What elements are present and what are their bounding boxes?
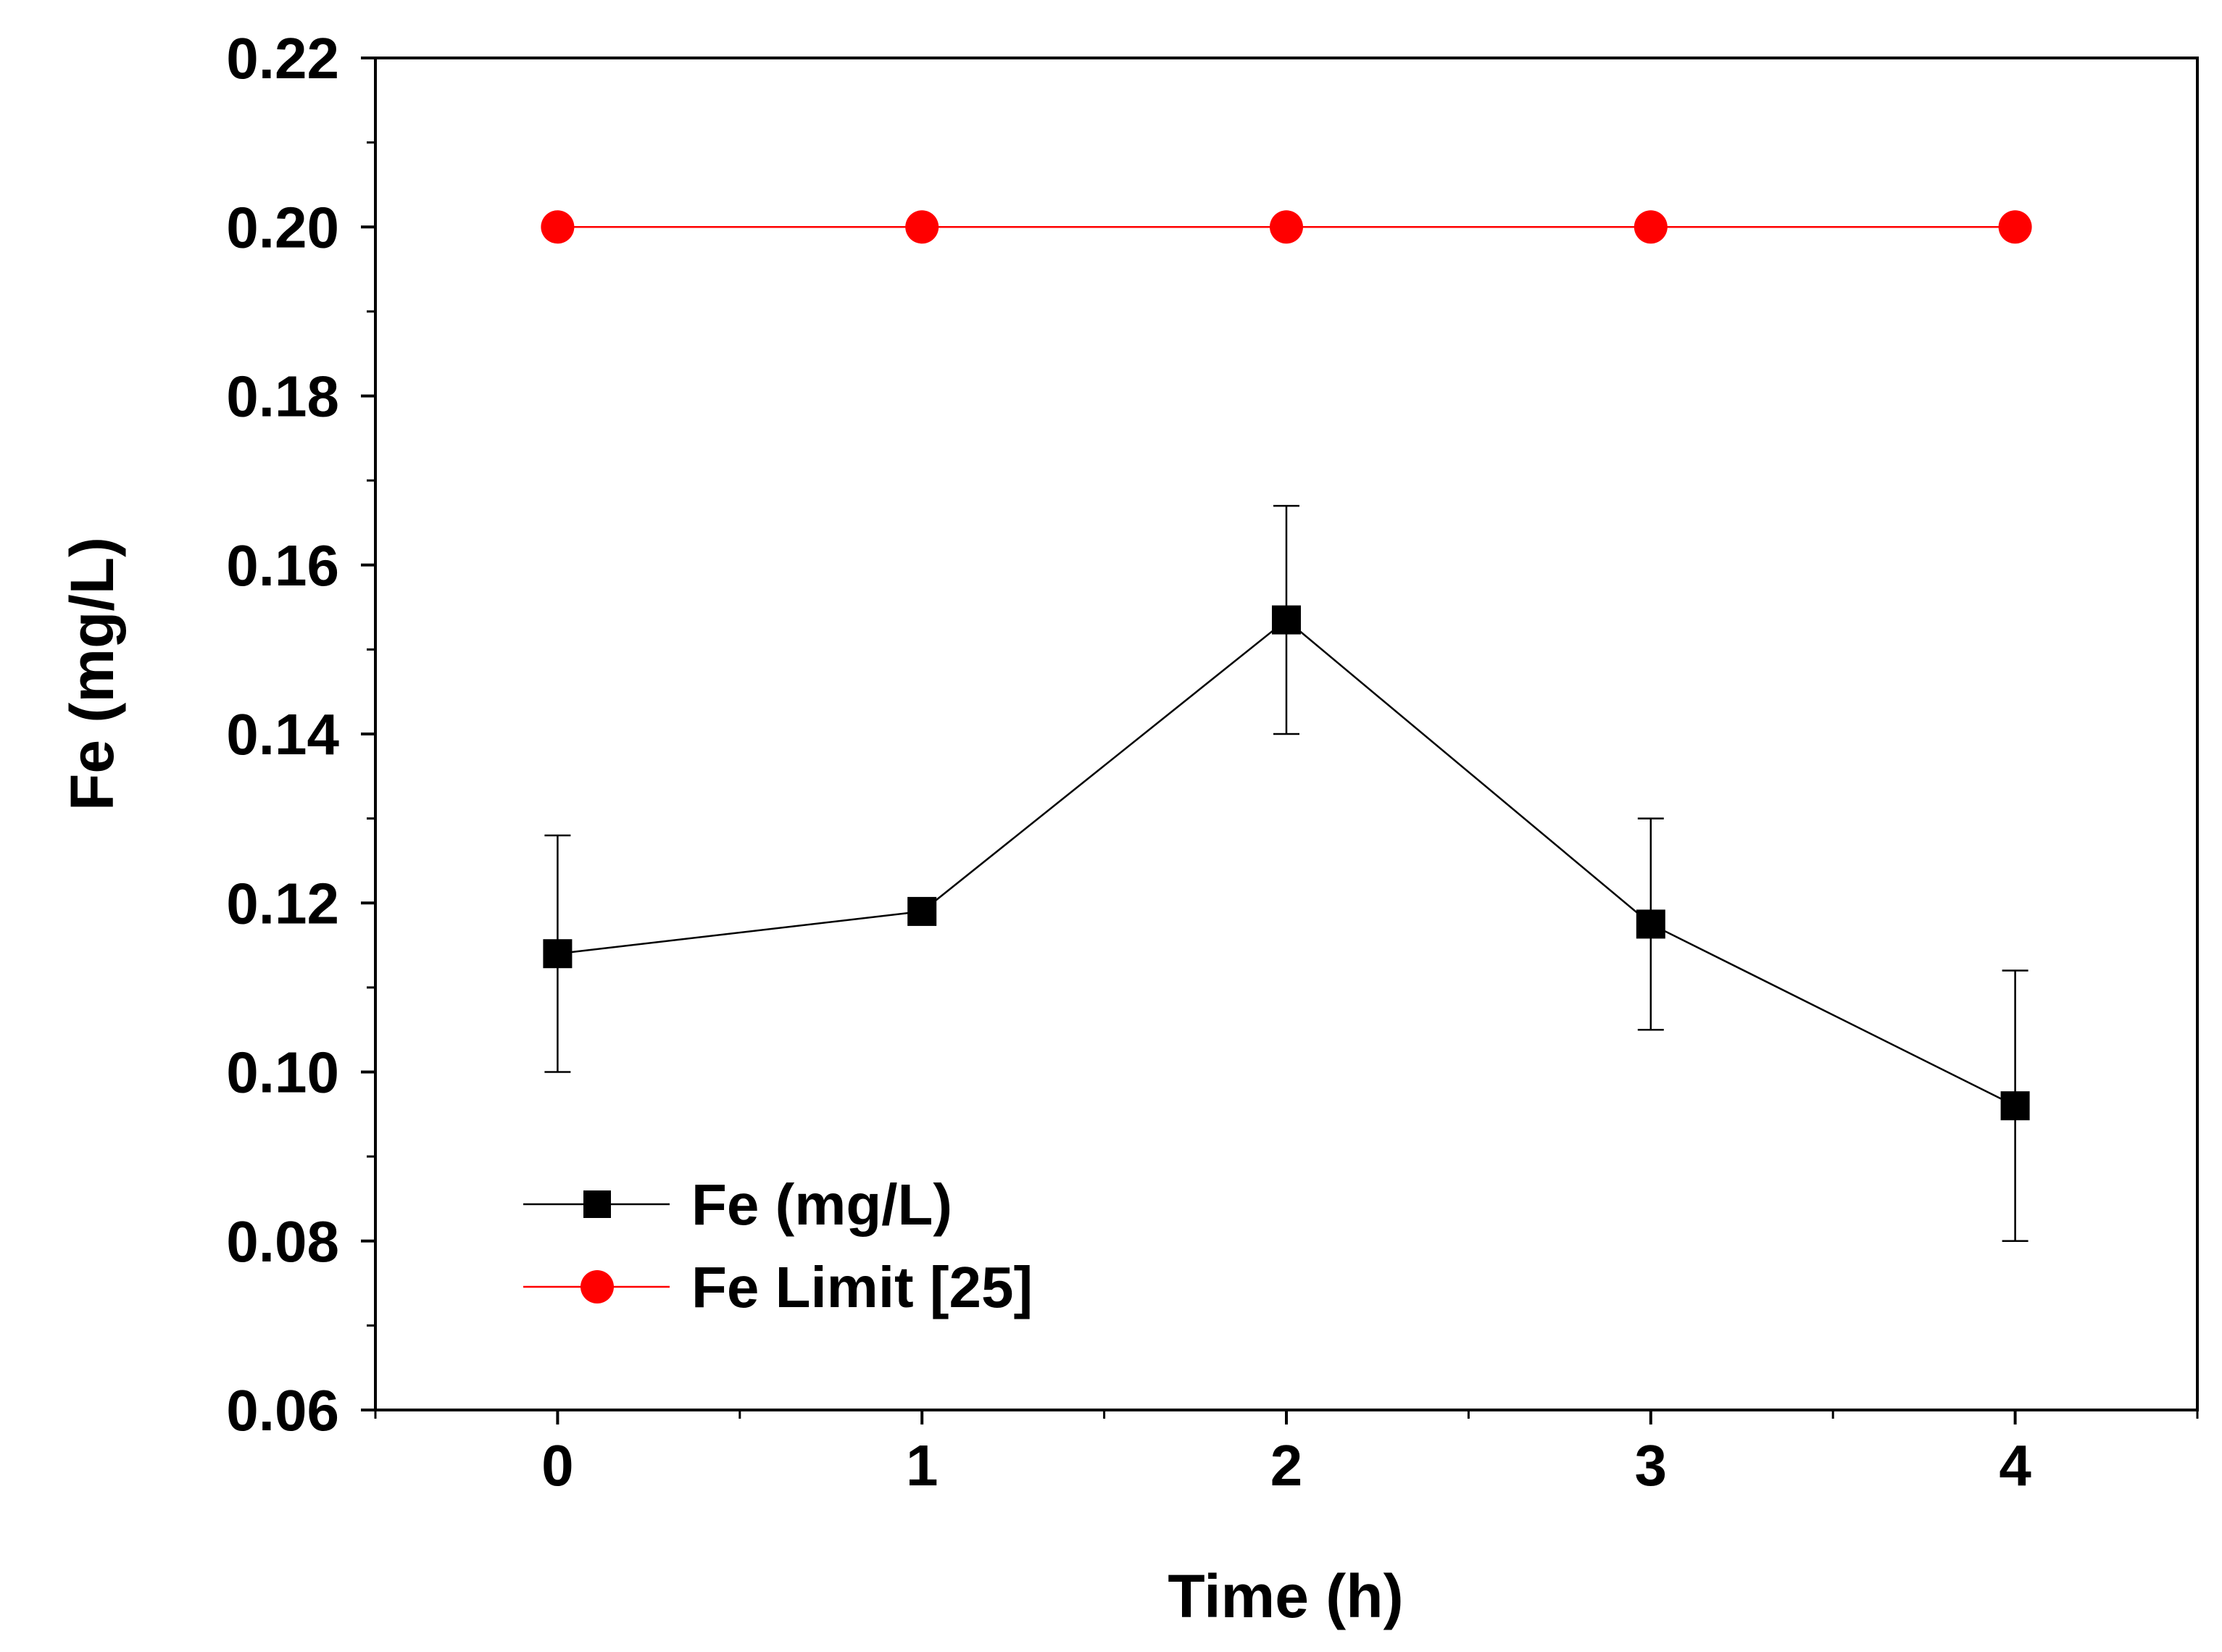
- y-tick-label: 0.06: [226, 1378, 339, 1443]
- y-tick-label: 0.22: [226, 26, 339, 91]
- data-point-fe: [2000, 1091, 2030, 1121]
- data-point-fe: [1636, 909, 1665, 939]
- y-tick-label: 0.10: [226, 1040, 339, 1105]
- legend: Fe (mg/L) Fe Limit [25]: [523, 1172, 1033, 1319]
- y-tick-label: 0.14: [226, 702, 339, 767]
- data-point-fe: [907, 896, 937, 926]
- x-tick-label: 0: [541, 1433, 574, 1498]
- legend-marker-circle: [581, 1270, 614, 1303]
- x-tick-label: 3: [1635, 1433, 1668, 1498]
- x-axis-ticks: 0 1 2 3 4: [374, 1410, 2199, 1498]
- legend-marker-square: [583, 1190, 611, 1218]
- y-tick-label: 0.16: [226, 533, 339, 598]
- legend-label-fe-limit: Fe Limit [25]: [691, 1255, 1033, 1319]
- legend-label-fe: Fe (mg/L): [691, 1172, 952, 1237]
- data-point-fe: [543, 939, 573, 969]
- series-markers: [541, 210, 2032, 1121]
- data-point-fe: [1272, 605, 1301, 635]
- y-tick-label: 0.18: [226, 364, 339, 429]
- x-tick-label: 1: [906, 1433, 939, 1498]
- data-point-fe-limit: [905, 210, 939, 244]
- data-point-fe-limit: [1270, 210, 1303, 244]
- data-point-fe-limit: [1998, 210, 2032, 244]
- x-tick-label: 2: [1270, 1433, 1303, 1498]
- y-tick-label: 0.12: [226, 871, 339, 935]
- y-tick-label: 0.08: [226, 1209, 339, 1274]
- y-axis-label: Fe (mg/L): [58, 537, 126, 811]
- y-tick-label: 0.20: [226, 195, 339, 259]
- data-point-fe-limit: [541, 210, 575, 244]
- x-axis-label: Time (h): [1168, 1562, 1403, 1630]
- data-point-fe-limit: [1634, 210, 1668, 244]
- y-axis-ticks: 0.06 0.08 0.10 0.12 0.14 0.16 0.18 0.20 0.22: [226, 26, 375, 1443]
- x-tick-label: 4: [1999, 1433, 2031, 1498]
